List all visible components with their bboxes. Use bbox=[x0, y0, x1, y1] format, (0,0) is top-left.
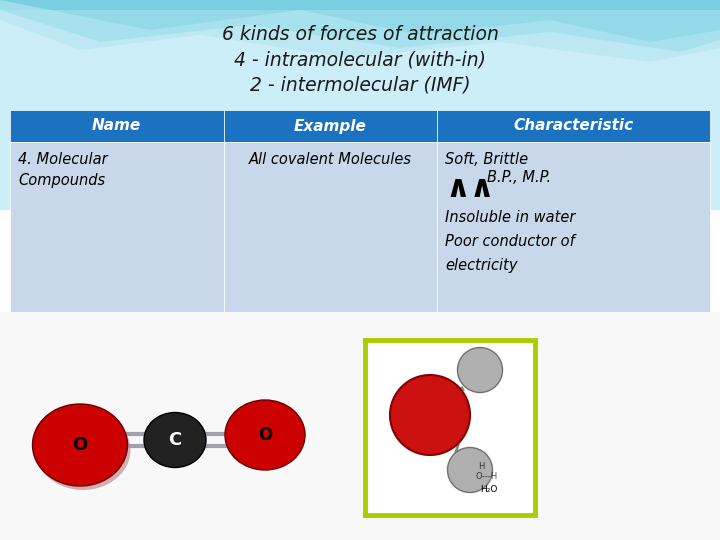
Bar bbox=[437, 110, 710, 142]
Bar bbox=[0, 312, 720, 540]
Bar bbox=[0, 0, 720, 210]
Polygon shape bbox=[0, 0, 720, 42]
Text: All covalent Molecules: All covalent Molecules bbox=[248, 152, 412, 167]
Ellipse shape bbox=[448, 448, 492, 492]
Bar bbox=[10, 110, 223, 142]
Ellipse shape bbox=[32, 404, 127, 486]
Text: O: O bbox=[73, 436, 88, 454]
Text: 4 - intramolecular (with-in): 4 - intramolecular (with-in) bbox=[234, 51, 486, 70]
Text: 4. Molecular
Compounds: 4. Molecular Compounds bbox=[18, 152, 107, 188]
Bar bbox=[10, 142, 223, 312]
Text: Example: Example bbox=[294, 118, 366, 133]
Bar bbox=[437, 142, 710, 312]
Ellipse shape bbox=[35, 410, 130, 490]
Text: electricity: electricity bbox=[445, 258, 518, 273]
Bar bbox=[223, 110, 437, 142]
Text: ∧∧: ∧∧ bbox=[445, 174, 495, 203]
Text: Poor conductor of: Poor conductor of bbox=[445, 234, 575, 249]
Text: C: C bbox=[168, 431, 181, 449]
Text: H: H bbox=[478, 462, 485, 471]
Text: O: O bbox=[258, 426, 272, 444]
Bar bbox=[365, 340, 535, 515]
Text: Characteristic: Characteristic bbox=[513, 118, 634, 133]
Polygon shape bbox=[0, 0, 720, 52]
Ellipse shape bbox=[144, 413, 206, 468]
Text: O---H: O---H bbox=[475, 472, 498, 481]
Ellipse shape bbox=[457, 348, 503, 393]
Text: Insoluble in water: Insoluble in water bbox=[445, 210, 575, 225]
Text: 2 - intermolecular (IMF): 2 - intermolecular (IMF) bbox=[250, 76, 470, 94]
Ellipse shape bbox=[225, 400, 305, 470]
Text: B.P., M.P.: B.P., M.P. bbox=[487, 170, 551, 185]
Text: Name: Name bbox=[92, 118, 141, 133]
Text: H₂O: H₂O bbox=[480, 485, 498, 494]
Bar bbox=[223, 142, 437, 312]
Text: 6 kinds of forces of attraction: 6 kinds of forces of attraction bbox=[222, 25, 498, 44]
Ellipse shape bbox=[390, 375, 470, 455]
Polygon shape bbox=[0, 10, 720, 62]
Text: Soft, Brittle: Soft, Brittle bbox=[445, 152, 528, 167]
